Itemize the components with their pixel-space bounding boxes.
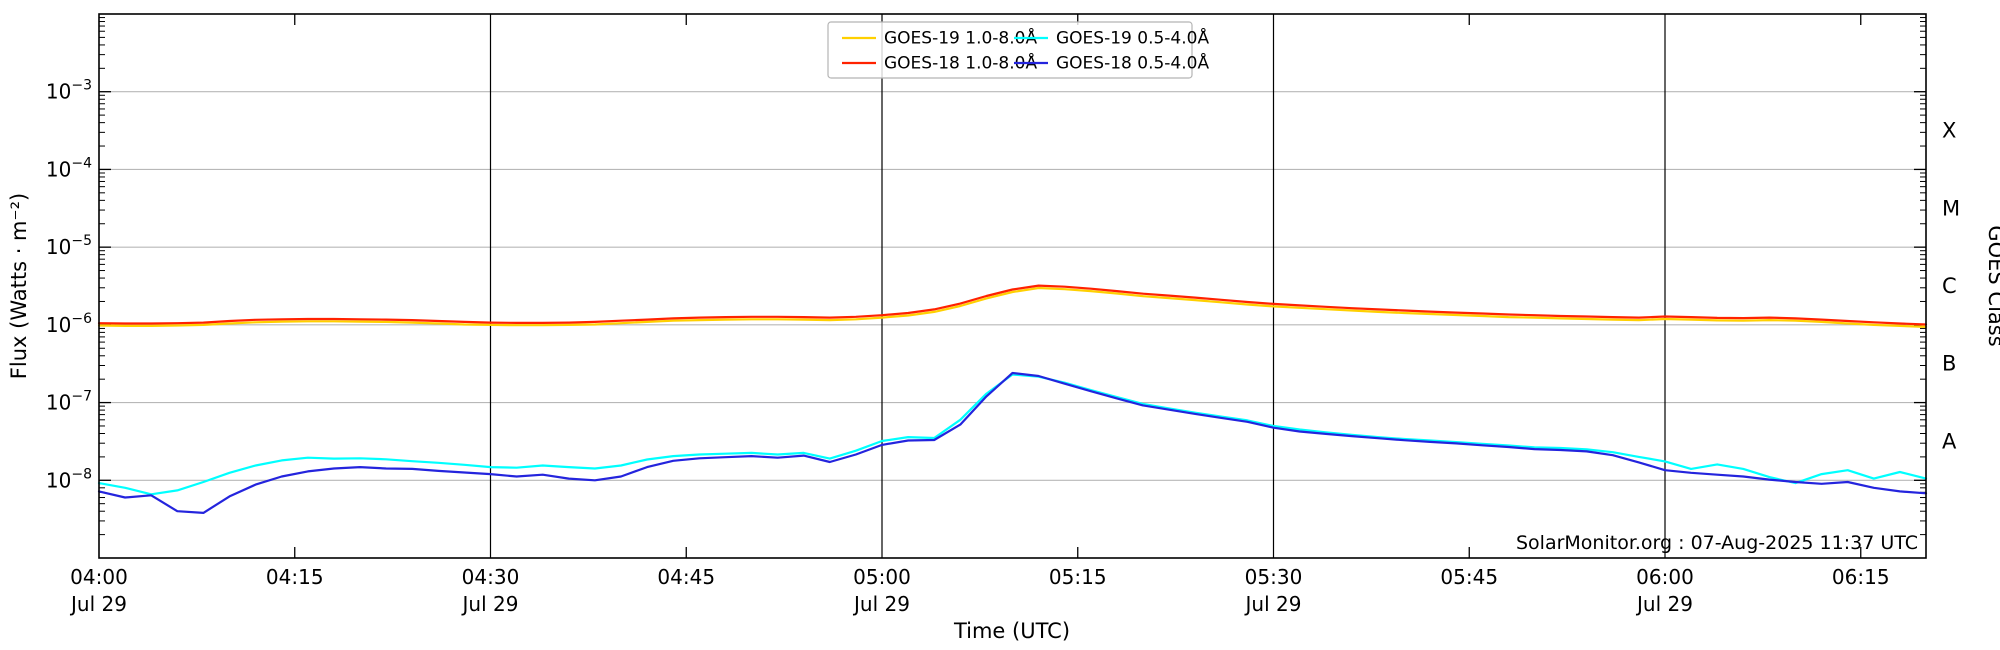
y2-axis-title: GOES Class [1984, 225, 2000, 346]
plot-border [98, 13, 1927, 559]
goes-class-label-x: X [1942, 119, 1956, 143]
x-date-label: Jul 29 [1635, 592, 1693, 616]
legend-item-label: GOES-18 1.0-8.0Å [884, 52, 1037, 74]
x-tick-label: 05:45 [1440, 565, 1498, 589]
x-tick-label: 06:00 [1636, 565, 1694, 589]
x-date-label: Jul 29 [69, 592, 127, 616]
goes-class-label-m: M [1942, 196, 1960, 220]
x-tick-label: 04:45 [657, 565, 715, 589]
x-tick-label: 05:00 [853, 565, 911, 589]
y-axis-title: Flux (Watts · m⁻²) [7, 193, 31, 379]
x-tick-label: 05:30 [1245, 565, 1303, 589]
goes-class-label-c: C [1942, 274, 1957, 298]
x-date-label: Jul 29 [1244, 592, 1302, 616]
series-line-goes-18-0-5-4-0 [97, 371, 1928, 515]
x-tick-label: 04:30 [462, 565, 520, 589]
series-line-goes-19-0-5-4-0 [97, 373, 1928, 496]
y-tick-label: 10−4 [46, 155, 92, 181]
x-tick-label: 04:00 [70, 565, 128, 589]
goes-class-label-b: B [1942, 352, 1956, 376]
series-line-goes-18-1-0-8-0 [97, 284, 1928, 326]
y-tick-label: 10−3 [46, 78, 92, 104]
x-date-label: Jul 29 [461, 592, 519, 616]
legend-item-label: GOES-18 0.5-4.0Å [1056, 52, 1209, 74]
y-tick-label: 10−5 [46, 233, 92, 259]
x-axis-title: Time (UTC) [953, 619, 1070, 643]
legend-item-label: GOES-19 1.0-8.0Å [884, 27, 1037, 49]
goes-class-label-a: A [1942, 429, 1957, 453]
legend-item-label: GOES-19 0.5-4.0Å [1056, 27, 1209, 49]
y-tick-label: 10−8 [46, 466, 92, 492]
x-tick-label: 05:15 [1049, 565, 1107, 589]
x-tick-label: 06:15 [1832, 565, 1890, 589]
x-tick-label: 04:15 [266, 565, 324, 589]
x-date-label: Jul 29 [852, 592, 910, 616]
y-tick-label: 10−7 [46, 389, 92, 415]
legend [827, 21, 1193, 79]
credit-annotation: SolarMonitor.org : 07-Aug-2025 11:37 UTC [1516, 532, 1918, 554]
y-tick-label: 10−6 [46, 311, 92, 337]
series-line-goes-19-1-0-8-0 [97, 286, 1928, 328]
